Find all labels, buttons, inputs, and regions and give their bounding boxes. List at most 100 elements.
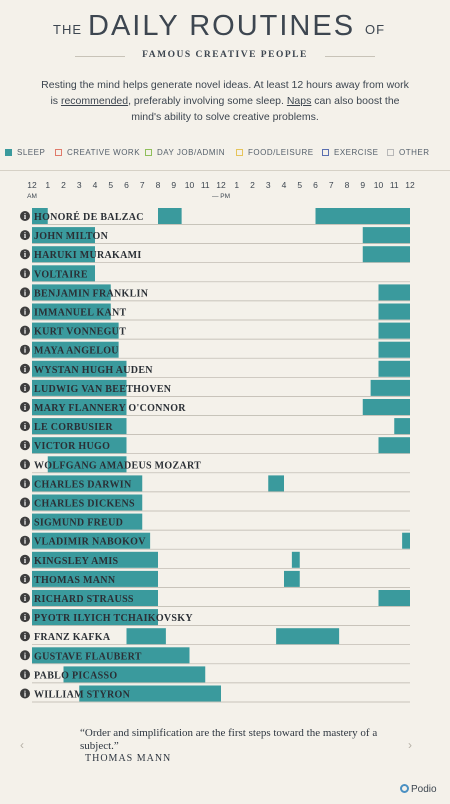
info-icon[interactable] (20, 306, 30, 317)
sleep-bar[interactable] (32, 418, 127, 435)
info-icon[interactable] (20, 612, 30, 623)
person-name[interactable]: WYSTAN HUGH AUDEN (34, 365, 153, 376)
info-icon[interactable] (20, 573, 30, 584)
sleep-bar[interactable] (315, 208, 411, 224)
person-name[interactable]: JOHN MILTON (34, 231, 109, 242)
person-name[interactable]: CHARLES DARWIN (34, 479, 132, 490)
info-icon[interactable] (20, 516, 30, 527)
sleep-bar[interactable] (362, 399, 410, 415)
person-name[interactable]: PABLO PICASSO (34, 670, 117, 681)
person-name[interactable]: CHARLES DICKENS (34, 499, 135, 510)
person-name[interactable]: VICTOR HUGO (34, 441, 110, 452)
person-name[interactable]: LUDWIG VAN BEETHOVEN (34, 384, 172, 395)
info-icon[interactable] (20, 459, 30, 470)
sleep-bar[interactable] (32, 532, 151, 549)
info-icon[interactable] (20, 230, 30, 241)
info-icon[interactable] (20, 593, 30, 603)
person-name[interactable]: WILLIAM STYRON (34, 690, 131, 701)
sleep-bar[interactable] (32, 590, 158, 606)
legend-item-food-leisure[interactable]: FOOD/LEISURE (236, 148, 314, 157)
person-name[interactable]: PYOTR ILYICH TCHAIKOVSKY (34, 613, 193, 624)
sleep-bar[interactable] (362, 246, 410, 263)
info-icon[interactable] (20, 535, 30, 546)
person-name[interactable]: RICHARD STRAUSS (34, 594, 134, 605)
sleep-bar[interactable] (394, 418, 410, 435)
person-name[interactable]: HARUKI MURAKAMI (34, 250, 142, 261)
legend-item-other[interactable]: OTHER (387, 148, 430, 157)
info-icon[interactable] (20, 669, 30, 680)
sleep-bar[interactable] (32, 399, 127, 415)
legend-item-sleep[interactable]: SLEEP (5, 148, 45, 157)
person-name[interactable]: VOLTAIRE (34, 269, 88, 280)
prev-quote-arrow-icon[interactable]: ‹ (20, 738, 24, 752)
sleep-bar[interactable] (378, 322, 411, 339)
sleep-bar[interactable] (276, 628, 340, 645)
recommended-link[interactable]: recommended (60, 95, 129, 107)
info-icon[interactable] (20, 650, 30, 661)
sleep-bar[interactable] (378, 360, 411, 377)
info-icon[interactable] (20, 382, 30, 393)
sleep-bar[interactable] (32, 208, 48, 224)
sleep-bar[interactable] (32, 227, 95, 244)
info-icon[interactable] (20, 268, 30, 279)
person-name[interactable]: FRANZ KAFKA (34, 632, 111, 643)
info-icon[interactable] (20, 688, 30, 699)
sleep-bar[interactable] (32, 265, 95, 282)
info-icon[interactable] (20, 554, 30, 565)
person-name[interactable]: MARY FLANNERY O'CONNOR (34, 403, 186, 414)
sleep-bar[interactable] (32, 609, 158, 626)
person-name[interactable]: KURT VONNEGUT (34, 327, 126, 338)
person-name[interactable]: VLADIMIR NABOKOV (34, 537, 146, 548)
sleep-bar[interactable] (32, 303, 111, 320)
sleep-bar[interactable] (32, 360, 127, 377)
next-quote-arrow-icon[interactable]: › (408, 738, 412, 752)
person-name[interactable]: BENJAMIN FRANKLIN (34, 288, 149, 299)
sleep-bar[interactable] (32, 322, 119, 339)
sleep-bar[interactable] (126, 628, 166, 645)
sleep-bar[interactable] (378, 437, 411, 454)
sleep-bar[interactable] (362, 227, 410, 244)
sleep-bar[interactable] (378, 341, 411, 358)
sleep-bar[interactable] (32, 570, 158, 587)
sleep-bar[interactable] (32, 647, 190, 664)
info-icon[interactable] (20, 402, 30, 412)
info-icon[interactable] (20, 421, 30, 432)
sleep-bar[interactable] (378, 303, 411, 320)
person-name[interactable]: THOMAS MANN (34, 575, 116, 586)
sleep-bar[interactable] (32, 246, 95, 263)
sleep-bar[interactable] (284, 570, 300, 587)
info-icon[interactable] (20, 249, 30, 260)
sleep-bar[interactable] (158, 208, 182, 224)
sleep-bar[interactable] (32, 513, 143, 530)
info-icon[interactable] (20, 344, 30, 355)
person-name[interactable]: IMMANUEL KANT (34, 308, 127, 319)
sleep-bar[interactable] (32, 494, 143, 511)
person-name[interactable]: MAYA ANGELOU (34, 346, 119, 357)
person-name[interactable]: KINGSLEY AMIS (34, 556, 119, 567)
info-icon[interactable] (20, 287, 30, 298)
sleep-bar[interactable] (32, 379, 127, 396)
sleep-bar[interactable] (63, 666, 206, 683)
sleep-bar[interactable] (268, 475, 284, 492)
legend-item-creative-work[interactable]: CREATIVE WORK (55, 148, 140, 157)
podio-logo[interactable]: Podio (400, 784, 437, 795)
sleep-bar[interactable] (32, 551, 158, 568)
info-icon[interactable] (20, 631, 30, 642)
person-name[interactable]: LE CORBUSIER (34, 422, 113, 433)
person-name[interactable]: HONORÉ DE BALZAC (34, 211, 144, 223)
sleep-bar[interactable] (79, 685, 221, 702)
person-name[interactable]: SIGMUND FREUD (34, 518, 123, 529)
sleep-bar[interactable] (32, 437, 127, 454)
sleep-bar[interactable] (378, 590, 411, 606)
sleep-bar[interactable] (32, 284, 111, 301)
sleep-bar[interactable] (402, 532, 410, 549)
sleep-bar[interactable] (47, 456, 127, 473)
sleep-bar[interactable] (378, 284, 411, 301)
sleep-bar[interactable] (370, 379, 410, 396)
info-icon[interactable] (20, 440, 30, 451)
person-name[interactable]: WOLFGANG AMADEUS MOZART (34, 460, 201, 471)
legend-item-day-job[interactable]: DAY JOB/ADMIN (145, 148, 225, 157)
sleep-bar[interactable] (32, 341, 119, 358)
sleep-bar[interactable] (291, 551, 300, 568)
info-icon[interactable] (20, 363, 30, 374)
